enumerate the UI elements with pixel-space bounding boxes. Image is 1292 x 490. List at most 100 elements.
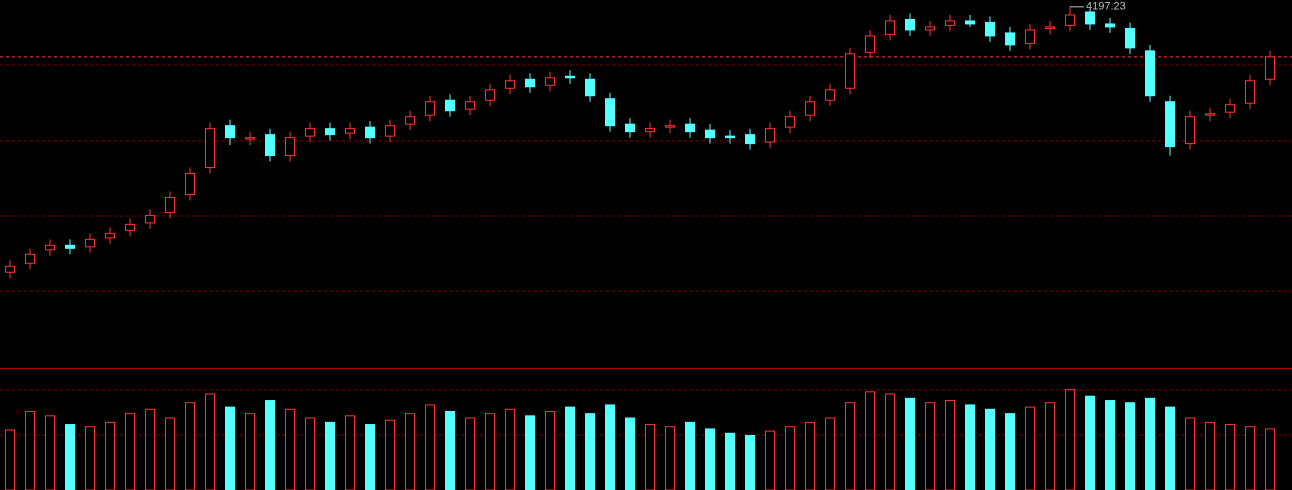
candle-body <box>725 135 735 139</box>
candle-body <box>825 89 835 101</box>
volume-bar <box>85 426 95 490</box>
volume-bar <box>625 417 635 490</box>
candle-body <box>985 21 995 37</box>
volume-bar <box>1085 395 1095 490</box>
volume-bar <box>1265 428 1275 490</box>
candle-body <box>1185 116 1195 145</box>
volume-bar <box>345 415 355 490</box>
candle-body <box>945 20 955 26</box>
candle-body <box>525 78 535 88</box>
candle-body <box>925 26 935 31</box>
candle-body <box>165 196 175 213</box>
volume-bar <box>125 413 135 490</box>
volume-bar <box>985 408 995 490</box>
candle-body <box>685 123 695 133</box>
volume-bar <box>25 410 35 490</box>
candle-body <box>965 20 975 25</box>
volume-bar <box>565 406 575 490</box>
candle-body <box>405 116 415 125</box>
candle-body <box>385 125 395 137</box>
volume-bar <box>725 432 735 490</box>
volume-bar <box>905 397 915 490</box>
volume-bar <box>185 402 195 490</box>
candle-body <box>1145 50 1155 97</box>
volume-bar <box>1205 421 1215 490</box>
volume-bar <box>1125 402 1135 490</box>
volume-bar <box>265 400 275 490</box>
candle-body <box>265 134 275 157</box>
volume-bar <box>1065 389 1075 490</box>
candle-body <box>1205 113 1215 116</box>
candle-body <box>625 123 635 133</box>
candle-body <box>865 35 875 53</box>
volume-bar <box>525 415 535 490</box>
candle-body <box>805 101 815 116</box>
volume-bar <box>445 410 455 490</box>
volume-bar <box>765 430 775 490</box>
volume-bar <box>705 428 715 490</box>
volume-bar <box>925 402 935 490</box>
volume-bar <box>845 402 855 490</box>
candle-body <box>5 265 15 273</box>
volume-bar <box>425 404 435 490</box>
volume-bar <box>45 415 55 490</box>
volume-bar <box>245 413 255 490</box>
volume-bar <box>825 417 835 490</box>
volume-bar <box>205 393 215 490</box>
candle-body <box>245 137 255 140</box>
volume-bar <box>225 406 235 490</box>
candle-body <box>745 134 755 145</box>
candle-body <box>445 99 455 112</box>
candle-body <box>1065 14 1075 26</box>
volume-bar <box>665 426 675 490</box>
candle-body <box>225 125 235 139</box>
volume-bar <box>965 404 975 490</box>
candle-body <box>645 128 655 133</box>
candle-body <box>345 128 355 134</box>
volume-bar <box>1045 402 1055 490</box>
volume-bar <box>385 419 395 490</box>
volume-bar <box>945 400 955 490</box>
candle-body <box>1165 101 1175 148</box>
candle-body <box>25 253 35 264</box>
candle-body <box>705 129 715 139</box>
candle-body <box>85 238 95 248</box>
candle-body <box>885 20 895 35</box>
candle-body <box>1085 11 1095 25</box>
candle-body <box>1005 32 1015 46</box>
candle-body <box>305 128 315 137</box>
volume-bar <box>285 408 295 490</box>
high-label: 4197.23 <box>1086 1 1126 13</box>
candle-body <box>465 101 475 110</box>
volume-bar <box>585 413 595 490</box>
candle-body <box>185 173 195 195</box>
candle-body <box>365 126 375 139</box>
candle-body <box>765 128 775 143</box>
candle-body <box>1045 26 1055 29</box>
candle-body <box>785 116 795 128</box>
candle-body <box>1265 56 1275 80</box>
volume-bar <box>1025 406 1035 490</box>
candle-body <box>665 125 675 128</box>
volume-bar <box>1245 426 1255 490</box>
candle-body <box>45 244 55 251</box>
candle-body <box>545 77 555 86</box>
candle-body <box>605 98 615 127</box>
candle-body <box>485 89 495 101</box>
volume-bar <box>1165 406 1175 490</box>
candle-body <box>585 78 595 97</box>
volume-bar <box>105 421 115 490</box>
candle-body <box>1245 80 1255 104</box>
volume-bar <box>305 417 315 490</box>
volume-bar <box>485 413 495 490</box>
volume-bar <box>805 421 815 490</box>
volume-bar <box>405 413 415 490</box>
candle-body <box>1225 104 1235 113</box>
candle-body <box>125 223 135 231</box>
volume-bar <box>325 421 335 490</box>
candle-body <box>325 128 335 136</box>
volume-bar <box>745 434 755 490</box>
candle-body <box>1025 29 1035 44</box>
volume-bar <box>1225 424 1235 490</box>
